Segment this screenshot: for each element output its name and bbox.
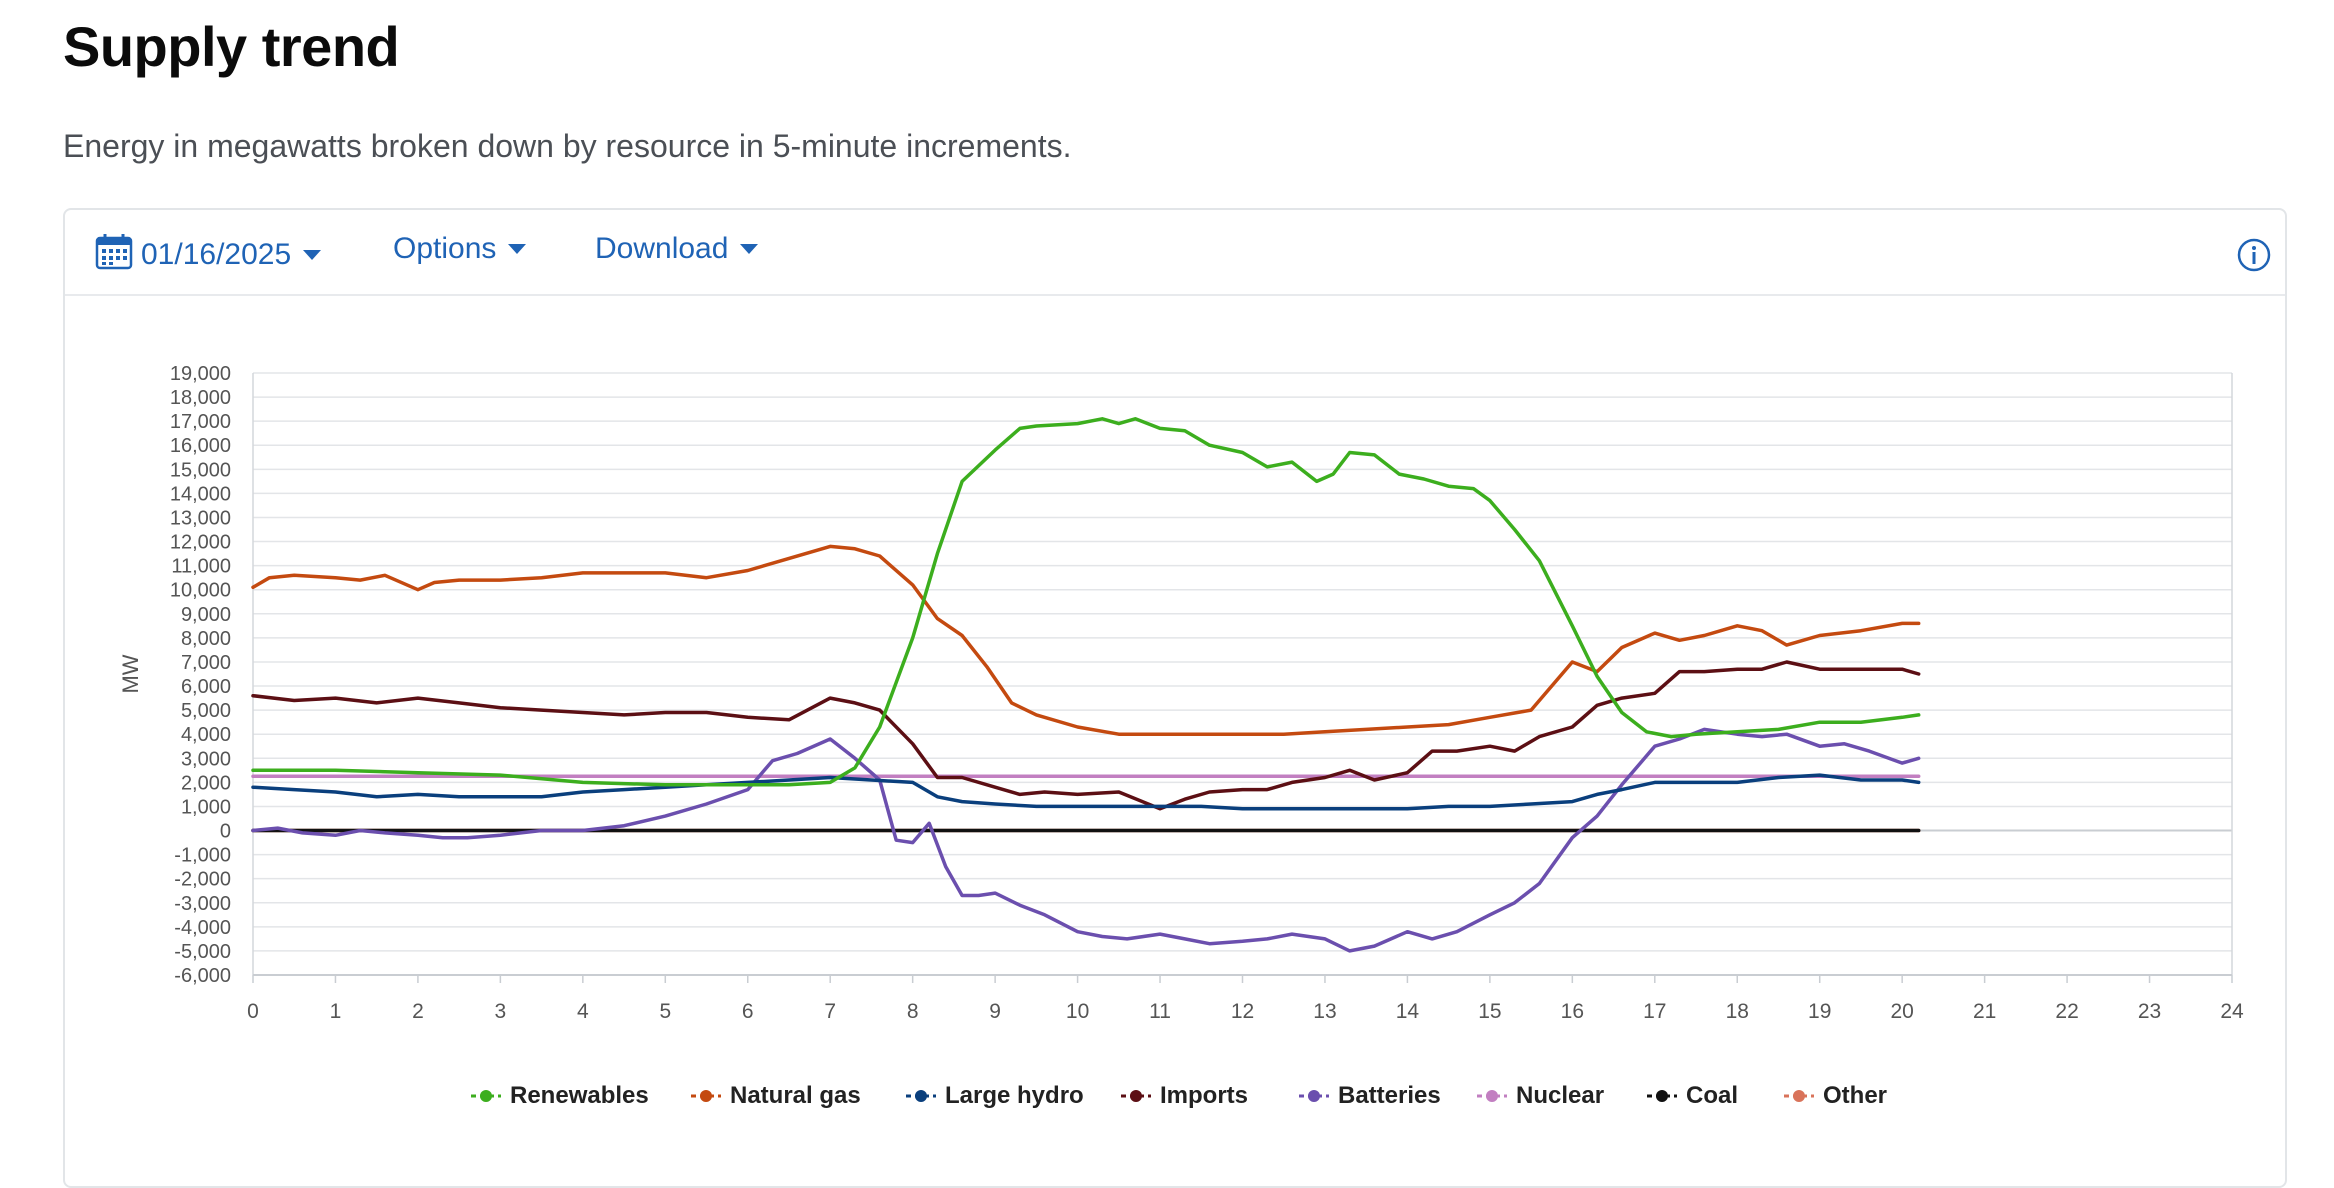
legend-label: Large hydro: [945, 1082, 1084, 1109]
legend-item-batteries[interactable]: Batteries: [1298, 1082, 1441, 1110]
y-tick-label: 0: [220, 821, 231, 843]
x-tick-label: 2: [412, 1000, 424, 1023]
y-tick-label: 17,000: [170, 411, 231, 433]
y-tick-label: -1,000: [174, 845, 231, 867]
y-tick-label: 11,000: [171, 556, 231, 578]
legend-marker-icon: [471, 1090, 501, 1102]
y-tick-label: 5,000: [181, 700, 231, 722]
series-line-natural-gas[interactable]: [251, 544, 1921, 736]
chart-toolbar: 01/16/2025 Options Download: [65, 210, 2285, 296]
y-tick-label: -6,000: [174, 965, 231, 987]
x-tick-label: 23: [2138, 1000, 2161, 1023]
chart-legend: Renewables Natural gas Large hydro Imports B…: [0, 1082, 2334, 1122]
y-axis-label: MW: [118, 654, 143, 693]
legend-item-natural-gas[interactable]: Natural gas: [690, 1082, 861, 1110]
legend-item-imports[interactable]: Imports: [1120, 1082, 1248, 1110]
x-tick-label: 16: [1561, 1000, 1584, 1023]
legend-item-nuclear[interactable]: Nuclear: [1476, 1082, 1604, 1110]
x-tick-label: 1: [330, 1000, 342, 1023]
chart-card: 01/16/2025 Options Download: [63, 208, 2287, 1188]
legend-marker-icon: [906, 1090, 936, 1102]
options-dropdown[interactable]: Options: [393, 232, 527, 266]
y-tick-label: 13,000: [170, 507, 231, 529]
legend-item-renewables[interactable]: Renewables: [470, 1082, 649, 1110]
options-label: Options: [393, 232, 497, 265]
y-tick-label: 2,000: [181, 772, 231, 794]
x-tick-label: 15: [1478, 1000, 1501, 1023]
calendar-icon: [95, 232, 133, 278]
date-picker-button[interactable]: 01/16/2025: [95, 232, 322, 278]
legend-label: Nuclear: [1516, 1082, 1605, 1109]
x-tick-label: 20: [1890, 1000, 1913, 1023]
x-tick-label: 6: [742, 1000, 754, 1023]
y-tick-label: -4,000: [174, 917, 231, 939]
x-tick-label: 13: [1313, 1000, 1336, 1023]
download-dropdown[interactable]: Download: [595, 232, 759, 266]
y-tick-label: 18,000: [170, 387, 231, 409]
legend-marker-icon: [1784, 1090, 1814, 1102]
x-tick-label: 14: [1396, 1000, 1420, 1023]
x-tick-label: 9: [989, 1000, 1001, 1023]
y-tick-label: 1,000: [181, 796, 231, 818]
chevron-down-icon: [303, 250, 322, 260]
y-tick-label: 3,000: [181, 748, 231, 770]
supply-trend-chart: 19,00018,00017,00016,00015,00014,00013,0…: [118, 363, 2244, 1023]
grid: [252, 372, 2233, 983]
x-tick-label: 3: [495, 1000, 507, 1023]
y-tick-label: 12,000: [170, 532, 231, 554]
x-tick-label: 17: [1643, 1000, 1666, 1023]
legend-item-other[interactable]: Other: [1783, 1082, 1887, 1110]
x-tick-label: 5: [659, 1000, 671, 1023]
x-tick-label: 22: [2055, 1000, 2078, 1023]
x-tick-label: 21: [1973, 1000, 1996, 1023]
y-tick-label: 4,000: [181, 724, 231, 746]
y-tick-label: -3,000: [174, 893, 231, 915]
series-line-renewables[interactable]: [251, 417, 1921, 787]
x-tick-label: 0: [247, 1000, 259, 1023]
date-label: 01/16/2025: [141, 238, 292, 271]
legend-label: Coal: [1686, 1082, 1739, 1109]
y-tick-label: 15,000: [170, 459, 231, 481]
legend-label: Natural gas: [730, 1082, 861, 1109]
x-tick-label: 10: [1066, 1000, 1089, 1023]
x-tick-label: 11: [1149, 1000, 1171, 1023]
x-tick-label: 12: [1231, 1000, 1254, 1023]
y-tick-label: 9,000: [181, 604, 231, 626]
series-line-imports[interactable]: [251, 660, 1921, 811]
series-line-batteries[interactable]: [251, 727, 1921, 953]
y-tick-label: -5,000: [174, 941, 231, 963]
y-tick-label: 8,000: [181, 628, 231, 650]
chevron-down-icon: [740, 244, 759, 254]
legend-label: Batteries: [1338, 1082, 1441, 1109]
y-tick-label: 10,000: [170, 580, 231, 602]
x-tick-label: 18: [1726, 1000, 1749, 1023]
page-subtitle: Energy in megawatts broken down by resou…: [63, 128, 1072, 164]
x-tick-label: 8: [907, 1000, 919, 1023]
page-title: Supply trend: [63, 15, 400, 78]
y-tick-label: 7,000: [181, 652, 231, 674]
x-tick-label: 24: [2220, 1000, 2244, 1023]
y-tick-label: 6,000: [181, 676, 231, 698]
legend-label: Other: [1823, 1082, 1888, 1109]
y-tick-label: 19,000: [170, 363, 231, 385]
chevron-down-icon: [508, 244, 527, 254]
legend-item-coal[interactable]: Coal: [1646, 1082, 1738, 1110]
x-tick-label: 7: [824, 1000, 836, 1023]
x-tick-label: 19: [1808, 1000, 1831, 1023]
legend-label: Imports: [1160, 1082, 1249, 1109]
legend-marker-icon: [1121, 1090, 1151, 1102]
legend-marker-icon: [1647, 1090, 1677, 1102]
legend-marker-icon: [691, 1090, 721, 1102]
legend-marker-icon: [1477, 1090, 1507, 1102]
legend-marker-icon: [1299, 1090, 1329, 1102]
download-label: Download: [595, 232, 729, 265]
y-tick-label: -2,000: [174, 869, 231, 891]
series-line-large-hydro[interactable]: [251, 773, 1921, 811]
x-tick-label: 4: [577, 1000, 589, 1023]
y-tick-label: 16,000: [170, 435, 231, 457]
y-tick-label: 14,000: [170, 483, 231, 505]
info-icon[interactable]: [2237, 238, 2271, 277]
legend-label: Renewables: [510, 1082, 649, 1109]
legend-item-large-hydro[interactable]: Large hydro: [905, 1082, 1084, 1110]
